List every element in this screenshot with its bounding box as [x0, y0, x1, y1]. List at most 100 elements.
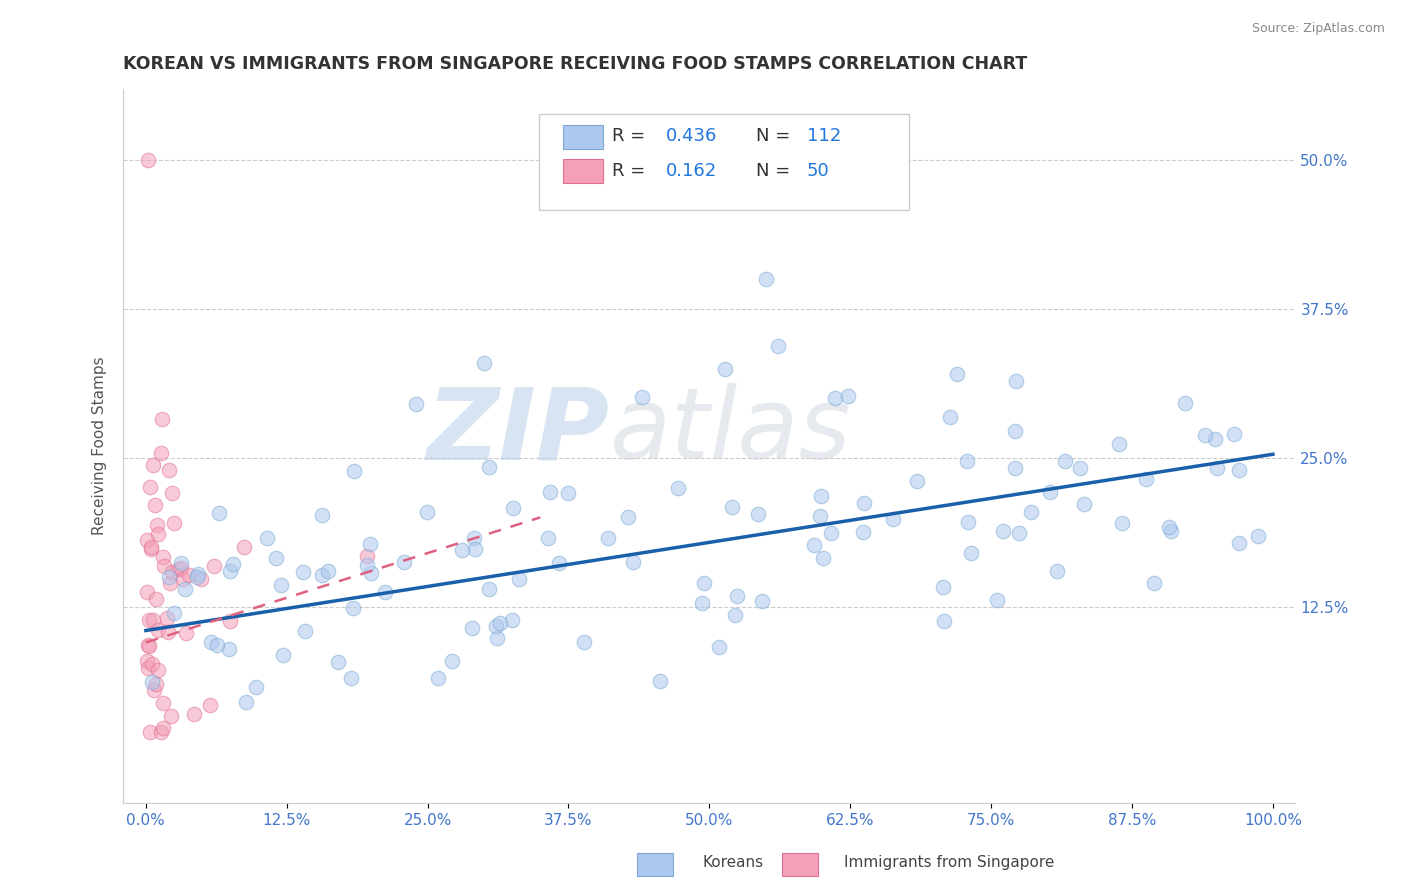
Point	[755, 272, 778, 286]
Point	[852, 524, 875, 539]
Point	[1143, 576, 1166, 591]
Point	[159, 576, 181, 591]
Point	[810, 489, 832, 503]
Point	[294, 624, 316, 639]
Point	[136, 661, 159, 675]
Point	[616, 510, 638, 524]
Point	[374, 585, 396, 599]
Text: 0.162: 0.162	[666, 161, 717, 180]
Text: Immigrants from Singapore: Immigrants from Singapore	[844, 855, 1054, 870]
Point	[721, 500, 744, 515]
Point	[143, 499, 166, 513]
Point	[266, 551, 288, 566]
Point	[557, 486, 579, 500]
Point	[392, 555, 415, 569]
Point	[170, 557, 193, 571]
Point	[157, 463, 180, 477]
Point	[747, 507, 769, 521]
Point	[339, 671, 361, 685]
Point	[1206, 461, 1229, 475]
Point	[621, 555, 644, 569]
Point	[136, 533, 159, 548]
FancyBboxPatch shape	[562, 125, 603, 149]
Point	[156, 611, 179, 625]
Point	[219, 614, 242, 628]
Point	[960, 546, 983, 560]
Point	[820, 525, 842, 540]
Point	[326, 655, 349, 669]
Point	[461, 621, 484, 635]
Point	[167, 562, 190, 576]
Point	[235, 695, 257, 709]
Point	[138, 614, 160, 628]
Point	[356, 558, 378, 572]
Point	[311, 568, 333, 582]
Text: atlas: atlas	[610, 383, 852, 480]
Point	[501, 613, 523, 627]
Y-axis label: Receiving Food Stamps: Receiving Food Stamps	[93, 357, 107, 535]
Point	[146, 664, 169, 678]
Point	[803, 538, 825, 552]
Point	[145, 518, 167, 533]
Point	[157, 570, 180, 584]
Point	[464, 541, 486, 556]
Point	[986, 593, 1008, 607]
Text: Koreans: Koreans	[703, 855, 763, 870]
Point	[808, 508, 831, 523]
Point	[190, 572, 212, 586]
Point	[692, 596, 714, 610]
Point	[1160, 524, 1182, 538]
Point	[135, 585, 157, 599]
Point	[141, 540, 163, 554]
Point	[824, 392, 846, 406]
Point	[486, 632, 509, 646]
Point	[150, 411, 173, 425]
Point	[1247, 529, 1270, 543]
Point	[1039, 484, 1062, 499]
Point	[1135, 472, 1157, 486]
Point	[139, 480, 162, 494]
Point	[153, 558, 176, 573]
Point	[1004, 461, 1026, 475]
Point	[169, 561, 191, 575]
Text: 50: 50	[807, 161, 830, 180]
Point	[292, 565, 315, 579]
Point	[232, 540, 254, 554]
Point	[141, 613, 163, 627]
Point	[768, 339, 790, 353]
Point	[160, 486, 183, 500]
FancyBboxPatch shape	[562, 159, 603, 183]
Text: 0.436: 0.436	[666, 128, 717, 145]
Point	[172, 572, 194, 586]
Point	[956, 454, 979, 468]
Point	[957, 515, 980, 529]
Point	[813, 551, 835, 566]
Text: ZIP: ZIP	[427, 383, 610, 480]
Point	[273, 648, 295, 662]
Point	[837, 389, 859, 403]
Point	[202, 558, 225, 573]
Point	[485, 619, 508, 633]
Point	[141, 657, 163, 672]
Point	[714, 362, 737, 376]
Point	[207, 638, 229, 652]
Point	[478, 582, 501, 596]
Point	[416, 505, 439, 519]
Point	[218, 641, 240, 656]
Point	[163, 516, 186, 531]
Point	[245, 680, 267, 694]
Point	[152, 549, 174, 564]
Point	[502, 501, 524, 516]
Point	[693, 575, 716, 590]
Point	[572, 634, 595, 648]
Point	[489, 615, 512, 630]
Point	[1174, 396, 1197, 410]
Point	[183, 707, 205, 722]
Point	[160, 709, 183, 723]
Point	[1194, 428, 1216, 442]
Point	[136, 638, 159, 652]
Point	[160, 565, 183, 579]
Point	[136, 654, 159, 668]
Point	[478, 460, 501, 475]
Point	[508, 572, 530, 586]
